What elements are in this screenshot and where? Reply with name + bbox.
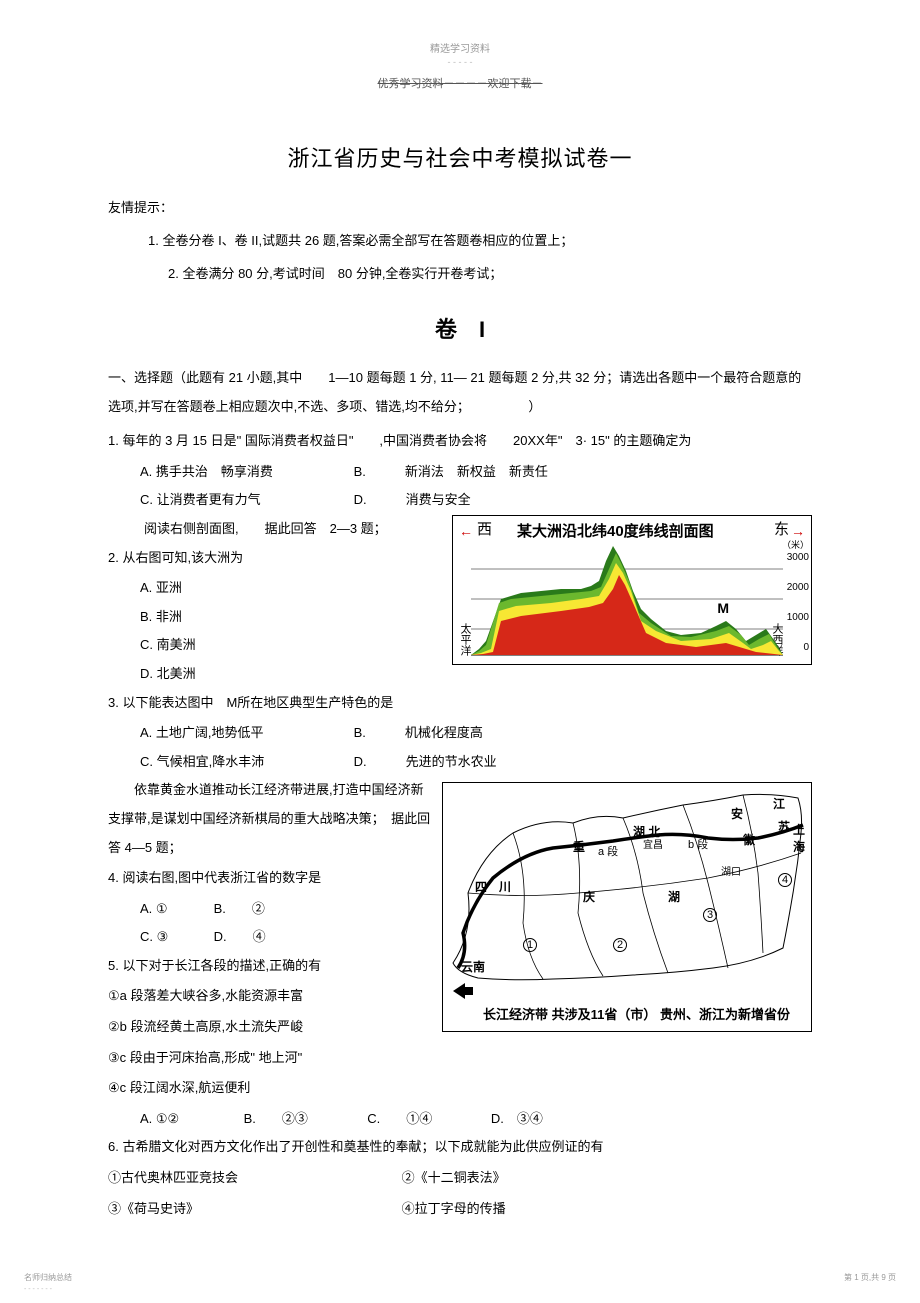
q3-opt-d: D. 先进的节水农业 bbox=[354, 754, 497, 769]
q1-opt-d: D. 消费与安全 bbox=[354, 492, 471, 507]
header-top: 精选学习资料 bbox=[108, 40, 812, 55]
q1-opt-a: A. 携手共治 畅享消费 bbox=[140, 458, 350, 487]
q5-opt-d: D. ③④ bbox=[491, 1111, 543, 1126]
section-title: 卷 I bbox=[108, 312, 812, 344]
map-b-seg: b 段 bbox=[688, 836, 708, 852]
chart-west-label: 西 bbox=[477, 518, 492, 539]
q1-text: 1. 每年的 3 月 15 日是" 国际消费者权益日" ,中国消费者协会将 20… bbox=[108, 427, 812, 456]
hint-line-1: 1. 全卷分卷 I、卷 II,试题共 26 题,答案必需全部写在答题卷相应的位置… bbox=[148, 230, 812, 249]
q3-text: 3. 以下能表达图中 M所在地区典型生产特色的是 bbox=[108, 689, 812, 718]
q3-opt-a: A. 土地广阔,地势低平 bbox=[140, 719, 350, 748]
terrain-svg bbox=[471, 541, 783, 656]
q4-opt-d: D. ④ bbox=[214, 929, 266, 944]
map-yunnan: 云南 bbox=[461, 958, 485, 975]
y-0: 0 bbox=[803, 642, 809, 653]
q6-o3: ③《荷马史诗》 bbox=[108, 1195, 398, 1224]
hint-line-2: 2. 全卷满分 80 分,考试时间 80 分钟,全卷实行开卷考试； bbox=[168, 263, 812, 282]
map-yichang: 宜昌 bbox=[643, 836, 663, 851]
q5-o4: ④c 段江阔水深,航运便利 bbox=[108, 1074, 812, 1103]
header-dash: - - - - - bbox=[108, 57, 812, 67]
q6-o2: ②《十二铜表法》 bbox=[402, 1170, 506, 1185]
q3-opt-c: C. 气候相宜,降水丰沛 bbox=[140, 748, 350, 777]
map-jiang: 江 bbox=[773, 795, 785, 812]
arrow-west-icon: ← bbox=[459, 523, 473, 539]
map-hui2: 徽 bbox=[743, 831, 755, 848]
y-3000: 3000 bbox=[787, 552, 809, 563]
section-intro: 一、选择题（此题有 21 小题,其中 1—10 题每题 1 分, 11— 21 … bbox=[108, 364, 812, 421]
map-qing2: 庆 bbox=[583, 888, 595, 905]
q5-opt-b: B. ②③ bbox=[244, 1105, 364, 1134]
yangtze-map: 四 川 云南 重 庆 湖 北 宜昌 a 段 b 段 湖 湖口 安 徽 江 苏 上… bbox=[442, 782, 812, 1032]
map-a-seg: a 段 bbox=[598, 843, 618, 859]
y-axis-unit: （米） bbox=[782, 538, 809, 551]
map-hukou: 湖口 bbox=[721, 863, 741, 878]
q5-opt-c: C. ①④ bbox=[367, 1105, 487, 1134]
y-2000: 2000 bbox=[787, 582, 809, 593]
hint-label: 友情提示： bbox=[108, 197, 812, 216]
q1-opt-c: C. 让消费者更有力气 bbox=[140, 486, 350, 515]
footer-dash: - - - - - - - bbox=[24, 1286, 52, 1293]
map-shanghai: 上海 bbox=[793, 821, 811, 855]
y-1000: 1000 bbox=[787, 612, 809, 623]
q5-o3: ③c 段由于河床抬高,形成" 地上河" bbox=[108, 1044, 812, 1073]
q6-o4: ④拉丁字母的传播 bbox=[402, 1201, 506, 1216]
context-45: 依靠黄金水道推动长江经济带进展,打造中国经济新支撑带,是谋划中国经济新棋局的重大… bbox=[108, 776, 438, 862]
map-chongqing: 重 bbox=[573, 838, 585, 855]
arrow-east-icon: → bbox=[791, 523, 805, 539]
map-caption: 长江经济带 共涉及11省（市） 贵州、浙江为新增省份 bbox=[483, 1004, 790, 1023]
q6-text: 6. 古希腊文化对西方文化作出了开创性和奠基性的奉献；以下成就能为此供应例证的有 bbox=[108, 1133, 812, 1162]
q1-opt-b: B. 新消法 新权益 新责任 bbox=[354, 464, 548, 479]
footer-right: 第 1 页,共 9 页 bbox=[844, 1272, 896, 1283]
q4-opt-c: C. ③ bbox=[140, 923, 210, 952]
q4-opt-b: B. ② bbox=[214, 901, 265, 916]
q4-opt-a: A. ① bbox=[140, 895, 210, 924]
map-sichuan: 四 川 bbox=[475, 878, 511, 895]
q3-opt-b: B. 机械化程度高 bbox=[354, 725, 483, 740]
chart-title: 某大洲沿北纬40度纬线剖面图 bbox=[517, 520, 714, 541]
q5-opt-a: A. ①② bbox=[140, 1105, 240, 1134]
terrain-chart: ← 西 某大洲沿北纬40度纬线剖面图 东 → （米） 3000 2000 100… bbox=[452, 515, 812, 665]
header-sub: 优秀学习资料－－－－欢迎下载－ bbox=[108, 75, 812, 91]
map-anhui: 安 bbox=[731, 805, 743, 822]
map-hunan: 湖 bbox=[668, 888, 680, 905]
chart-east-label: 东 bbox=[774, 518, 789, 539]
map-jiangsu: 苏 bbox=[778, 818, 790, 835]
footer-left: 名师归纳总结 bbox=[24, 1272, 72, 1283]
page-title: 浙江省历史与社会中考模拟试卷一 bbox=[108, 141, 812, 173]
q6-o1: ①古代奥林匹亚竞技会 bbox=[108, 1164, 398, 1193]
